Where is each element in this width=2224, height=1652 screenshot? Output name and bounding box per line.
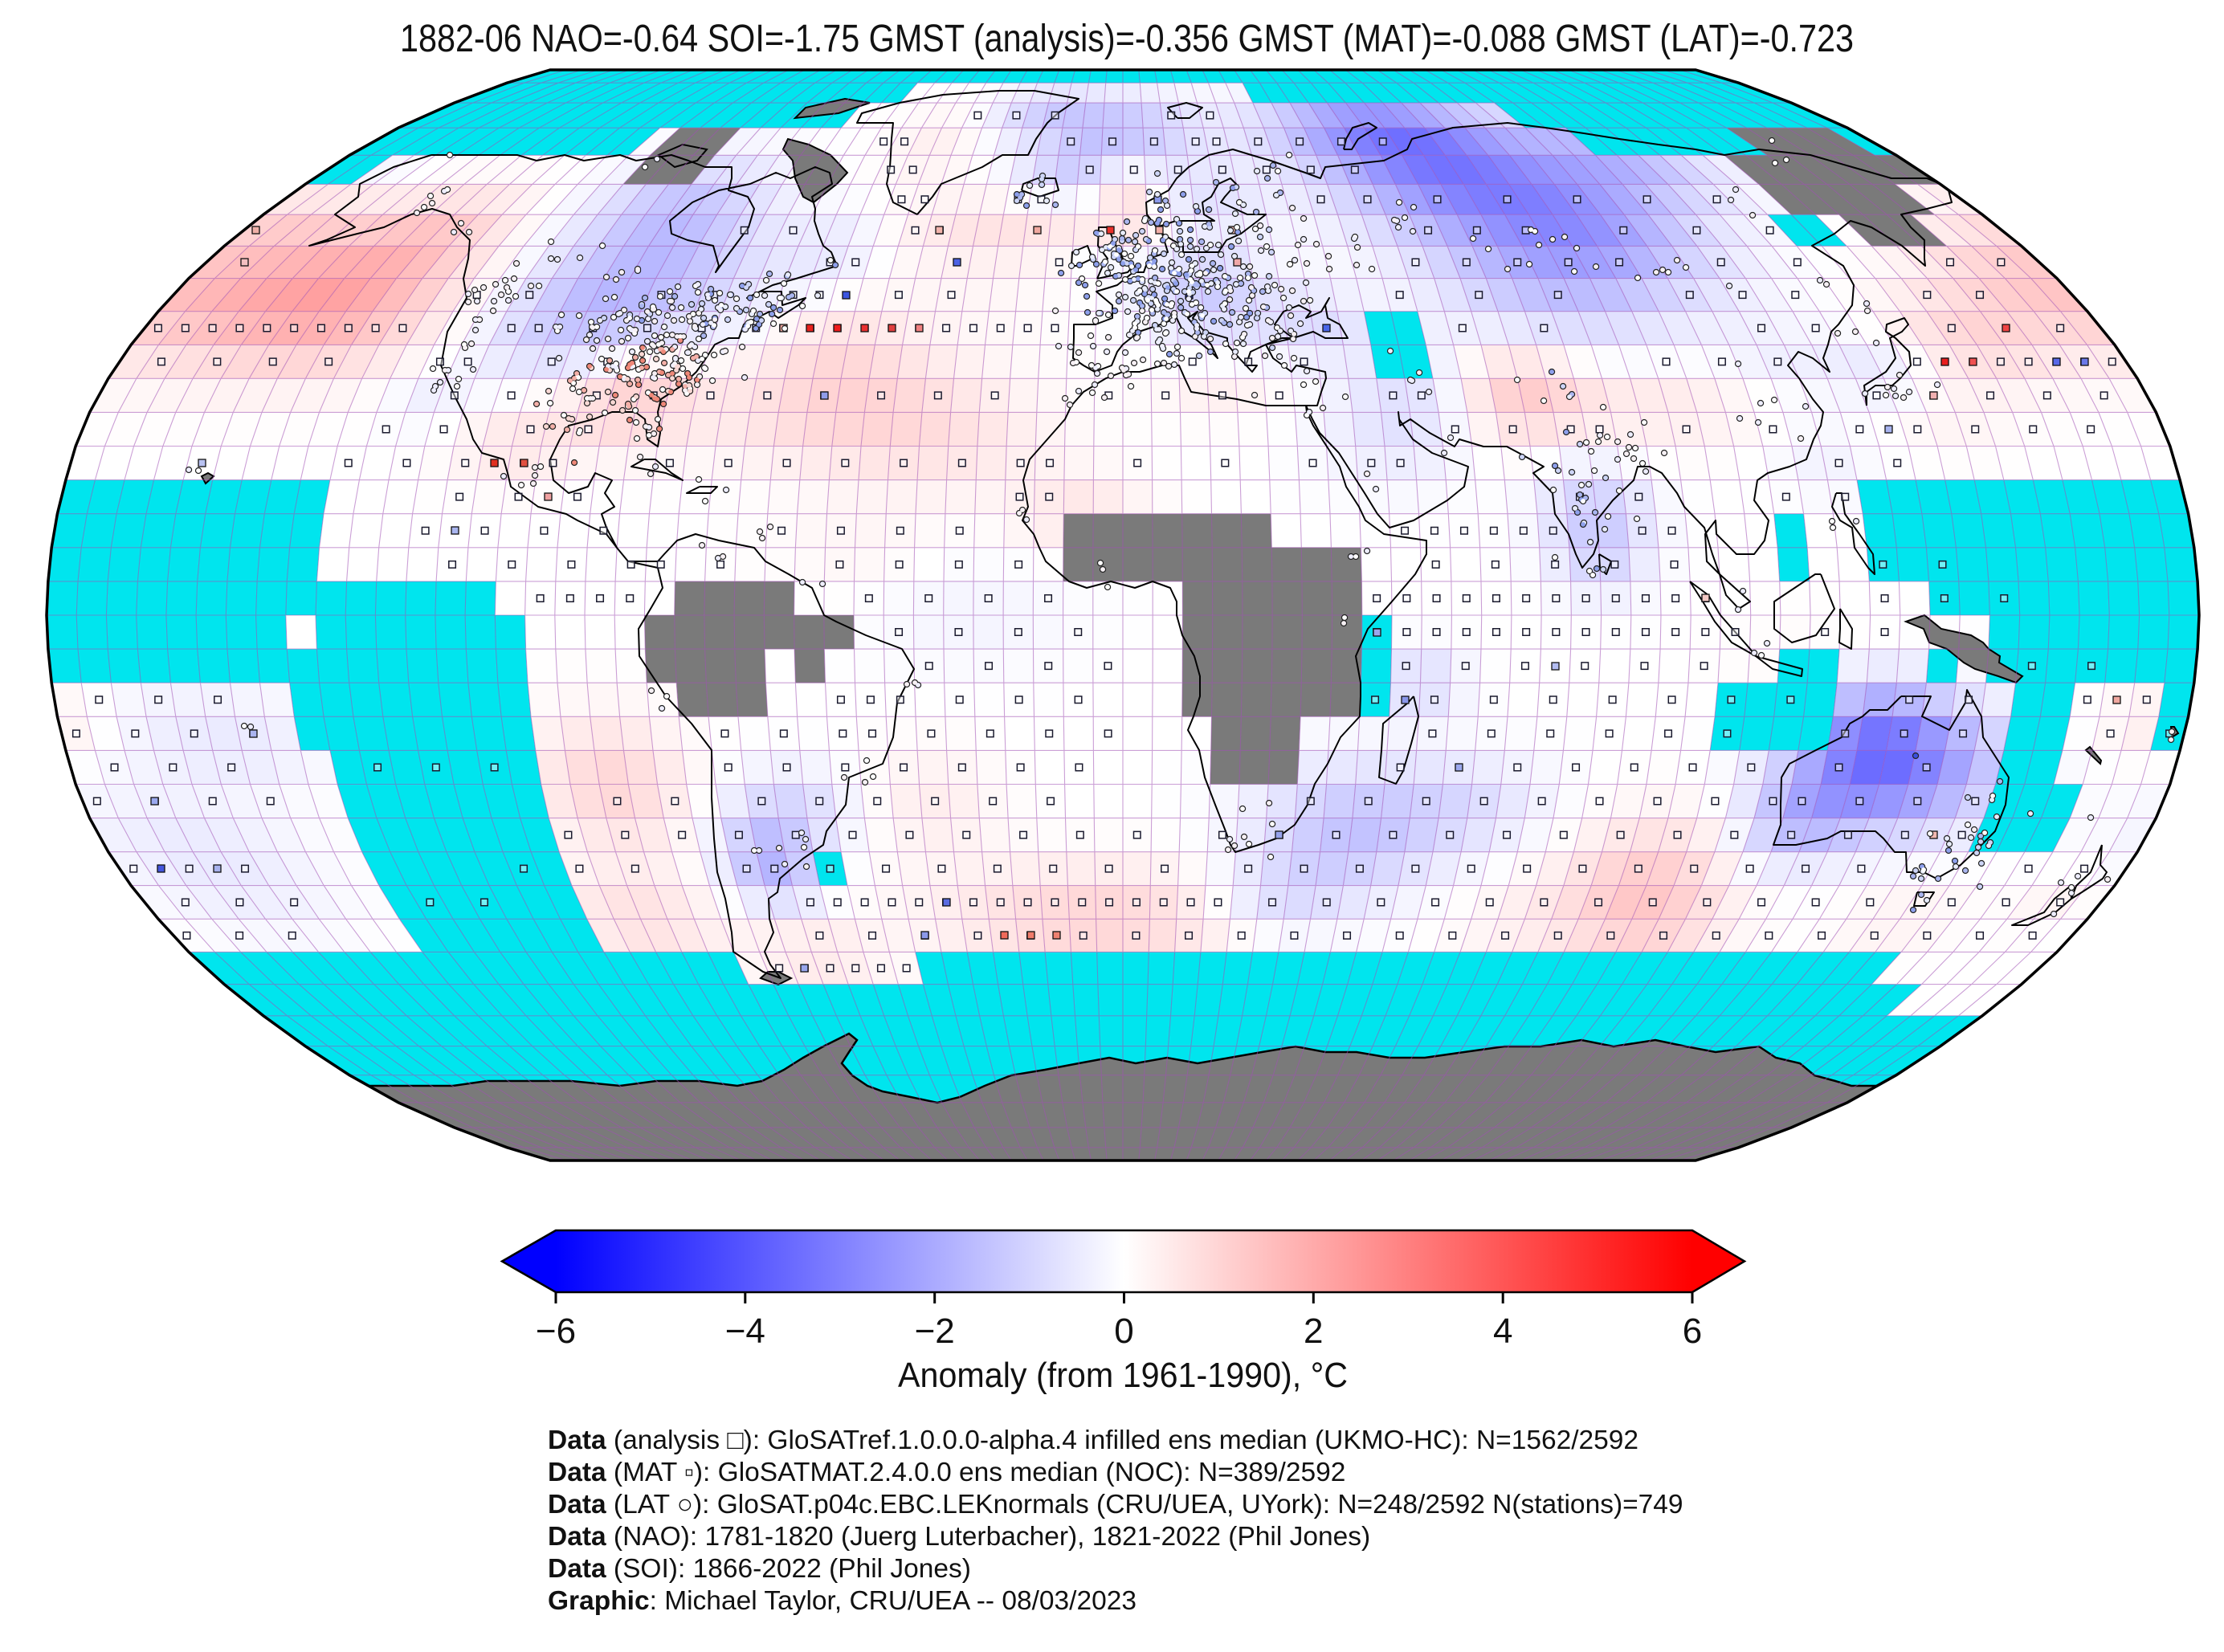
svg-text:−4: −4 [725,1311,765,1351]
svg-text:−6: −6 [536,1311,576,1351]
svg-text:1882-06 NAO=-0.64 SOI=-1.75 GM: 1882-06 NAO=-0.64 SOI=-1.75 GMST (analys… [400,18,1854,60]
svg-text:Data (analysis □): GloSATref.1: Data (analysis □): GloSATref.1.0.0.0-alp… [548,1426,1638,1455]
svg-text:6: 6 [1683,1311,1702,1351]
svg-text:Anomaly (from 1961-1990), °C: Anomaly (from 1961-1990), °C [898,1356,1348,1395]
svg-text:Data (MAT ▫): GloSATMAT.2.4.0.: Data (MAT ▫): GloSATMAT.2.4.0.0 ens medi… [548,1458,1345,1487]
svg-text:2: 2 [1304,1311,1323,1351]
svg-text:Graphic: Michael Taylor, CRU/U: Graphic: Michael Taylor, CRU/UEA -- 08/0… [548,1586,1136,1616]
svg-text:Data (LAT ○): GloSAT.p04c.EBC.: Data (LAT ○): GloSAT.p04c.EBC.LEKnormals… [548,1490,1683,1519]
svg-text:Data (NAO): 1781-1820 (Juerg L: Data (NAO): 1781-1820 (Juerg Luterbacher… [548,1522,1370,1552]
svg-text:Data (SOI): 1866-2022 (Phil Jo: Data (SOI): 1866-2022 (Phil Jones) [548,1554,971,1584]
svg-text:−2: −2 [915,1311,955,1351]
svg-text:0: 0 [1114,1311,1133,1351]
svg-text:4: 4 [1493,1311,1512,1351]
